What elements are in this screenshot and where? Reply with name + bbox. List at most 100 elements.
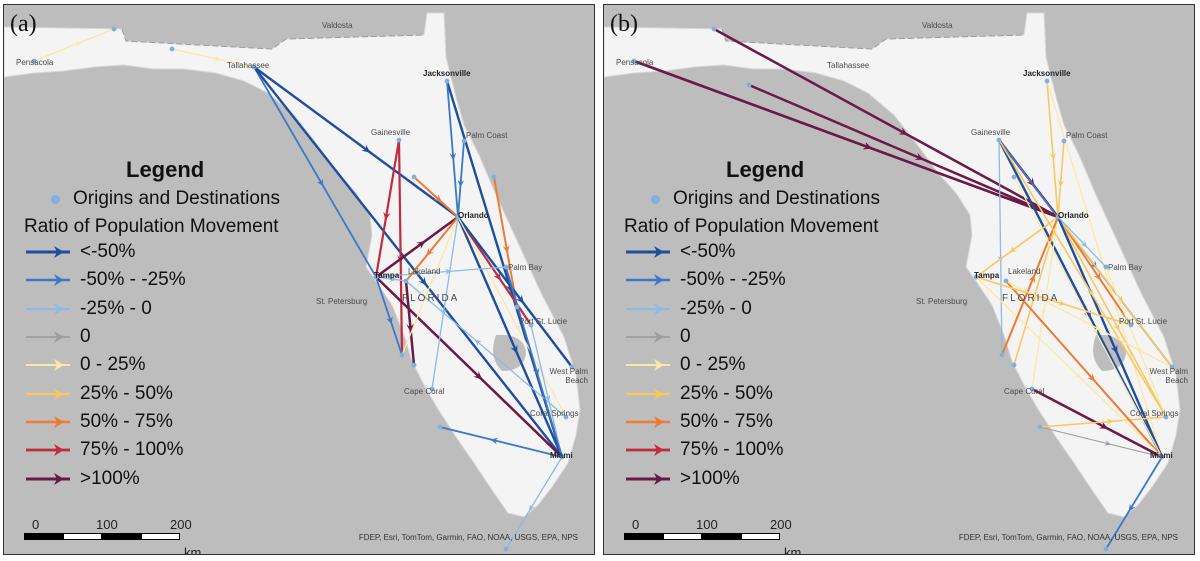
flow-arrowhead <box>1057 179 1065 188</box>
flow-line <box>405 280 567 418</box>
flow-arrowhead <box>1086 288 1094 297</box>
legend-item-label: >100% <box>680 467 740 489</box>
flow-line <box>1057 140 1065 218</box>
flow-line <box>439 426 563 458</box>
od-point <box>31 58 37 64</box>
flow-arrowhead <box>528 503 536 512</box>
legend-item-label: 75% - 100% <box>680 439 784 461</box>
flow-arrowhead <box>1031 294 1038 303</box>
city-label: Gainesville <box>971 128 1011 137</box>
legend-od-entry: Origins and Destinations <box>651 188 924 210</box>
flow-arrowhead <box>544 394 551 402</box>
flow-arrowhead <box>1074 372 1082 379</box>
map-canvas-b <box>604 5 1194 554</box>
city-label: FLORIDA <box>1002 293 1060 304</box>
legend-arrow-icon <box>626 444 670 457</box>
flow-line <box>1105 456 1163 550</box>
flow-line <box>747 83 1060 219</box>
flow-line <box>998 139 1167 418</box>
legend-item: <-50% <box>24 238 324 266</box>
flow-arrowhead <box>1041 308 1048 316</box>
flow-arrowhead <box>493 271 502 281</box>
flow-arrowhead <box>1087 373 1096 382</box>
legend-item-label: 75% - 100% <box>80 439 184 461</box>
legend-arrow-icon <box>26 472 70 485</box>
scale-segment <box>102 533 141 540</box>
legend-title: Legend <box>726 157 805 182</box>
od-point <box>514 304 520 310</box>
flow-line <box>1039 416 1167 428</box>
od-point <box>1061 138 1067 144</box>
legend-item: 25% - 50% <box>624 379 924 407</box>
legend-item-label: -25% - 0 <box>680 297 752 319</box>
od-point <box>396 137 402 143</box>
scale-label-200: 200 <box>770 517 792 532</box>
od-point <box>1055 214 1061 220</box>
legend-arrow-icon <box>626 472 670 485</box>
city-label: Palm Coast <box>1066 131 1108 140</box>
city-label: Palm Bay <box>508 263 543 272</box>
legend-item: 0 - 25% <box>24 351 324 379</box>
flow-arrowhead <box>213 55 222 62</box>
flow-line <box>374 275 564 459</box>
flow-arrowhead <box>502 244 510 254</box>
legend-title: Legend <box>126 157 205 182</box>
legend-arrow-icon <box>26 331 70 344</box>
od-point <box>1044 78 1050 84</box>
legend: Legend Origins and Destinations Ratio of… <box>24 157 324 493</box>
legend-item: 0 <box>624 323 924 351</box>
flow-arrowhead <box>457 179 465 188</box>
flow-arrowhead <box>1106 284 1113 292</box>
legend-arrow-icon <box>26 359 70 372</box>
od-point <box>1011 362 1017 368</box>
flow-arrowhead <box>505 283 513 293</box>
legend-item-label: -50% - -25% <box>80 269 186 291</box>
od-point <box>563 414 569 420</box>
od-point <box>1029 386 1035 392</box>
flow-arrowhead <box>474 339 482 347</box>
flow-line <box>712 27 1060 219</box>
map-canvas-a <box>4 5 594 554</box>
legend-item: -25% - 0 <box>24 295 324 323</box>
city-label: Lakeland <box>408 267 441 276</box>
city-label: Orlando <box>1058 211 1089 220</box>
flow-line <box>998 139 1003 356</box>
flow-line <box>456 215 564 459</box>
legend-arrow-icon <box>26 415 70 428</box>
scale-segment <box>63 533 102 540</box>
flow-arrowhead <box>532 367 540 377</box>
od-point <box>1003 278 1009 284</box>
legend-od-label: Origins and Destinations <box>673 188 880 209</box>
legend-item: >100% <box>24 464 324 492</box>
city-label: Miami <box>550 451 573 460</box>
flow-arrowhead <box>361 144 371 153</box>
od-point <box>437 424 443 430</box>
city-label: Miami <box>1150 451 1173 460</box>
flow-arrowhead <box>433 194 442 203</box>
flow-arrowhead <box>898 127 909 136</box>
legend-subtitle: Ratio of Population Movement <box>24 216 279 237</box>
legend-item: 0 - 25% <box>624 351 924 379</box>
flow-line <box>1005 280 1163 458</box>
city-label: Cape Coral <box>1004 387 1045 396</box>
flow-arrowhead <box>1106 418 1114 425</box>
od-point <box>444 78 450 84</box>
flow-arrowhead <box>1104 440 1112 446</box>
flow-arrowhead <box>513 323 520 331</box>
od-point <box>569 364 575 370</box>
legend-od-entry: Origins and Destinations <box>51 188 324 210</box>
city-label: Gainesville <box>371 128 411 137</box>
flow-line <box>530 324 563 458</box>
flow-line <box>975 276 1163 458</box>
flow-arrowhead <box>441 308 448 316</box>
map-credits: FDEP, Esri, TomTom, Garmin, FAO, NOAA, U… <box>358 533 578 542</box>
flow-line <box>252 65 564 459</box>
city-label: Lakeland <box>1008 267 1041 276</box>
scale-segment <box>141 533 180 540</box>
scale-segment <box>24 533 63 540</box>
legend-item-label: -25% - 0 <box>80 297 152 319</box>
legend-item: -50% - -25% <box>624 266 924 294</box>
flow-arrowhead <box>418 276 427 286</box>
scale-label-100: 100 <box>696 517 718 532</box>
city-label: Valdosta <box>322 21 353 30</box>
